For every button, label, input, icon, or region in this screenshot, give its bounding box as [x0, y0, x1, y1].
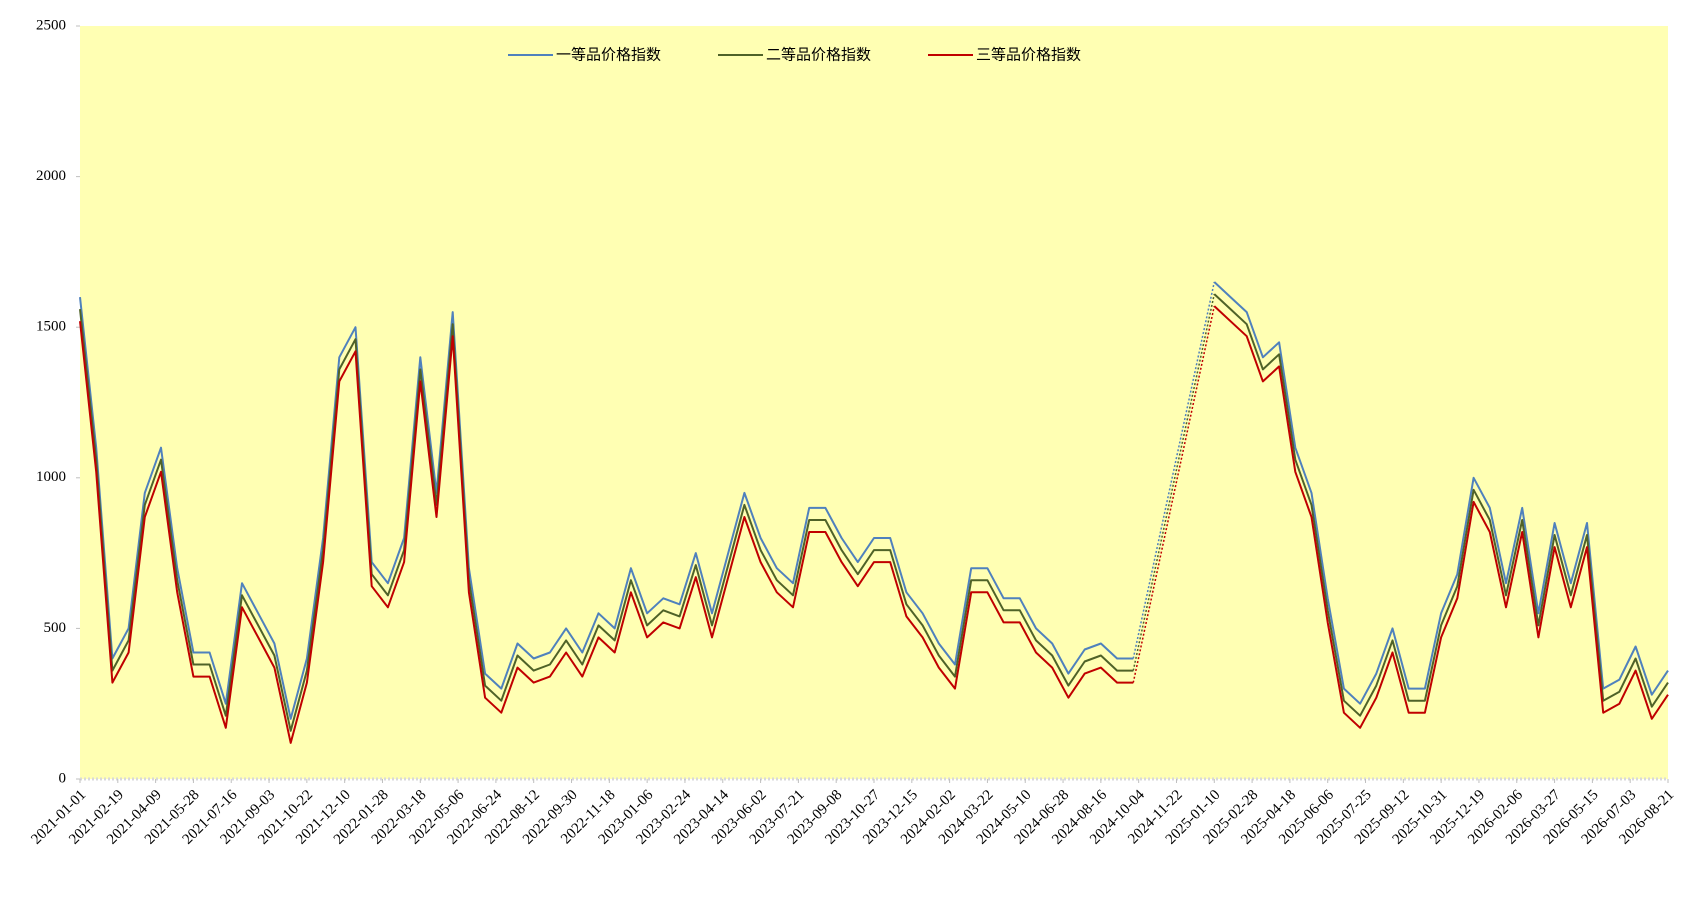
legend-label: 二等品价格指数 — [766, 46, 871, 64]
gap-connector — [1132, 281, 1216, 659]
series-line — [79, 293, 1669, 732]
series-line — [79, 281, 1669, 720]
gap-connector — [1132, 293, 1216, 671]
y-tick-label: 2500 — [36, 17, 66, 33]
y-tick-label: 0 — [59, 770, 67, 786]
y-tick-label: 2000 — [36, 168, 66, 184]
plot-area — [80, 26, 1668, 779]
y-tick-label: 500 — [44, 620, 67, 636]
y-tick-label: 1000 — [36, 469, 66, 485]
series-line — [79, 305, 1669, 744]
gap-connector — [1132, 305, 1216, 683]
legend-label: 一等品价格指数 — [556, 46, 661, 64]
y-tick-label: 1500 — [36, 319, 66, 335]
legend-label: 三等品价格指数 — [976, 46, 1081, 64]
